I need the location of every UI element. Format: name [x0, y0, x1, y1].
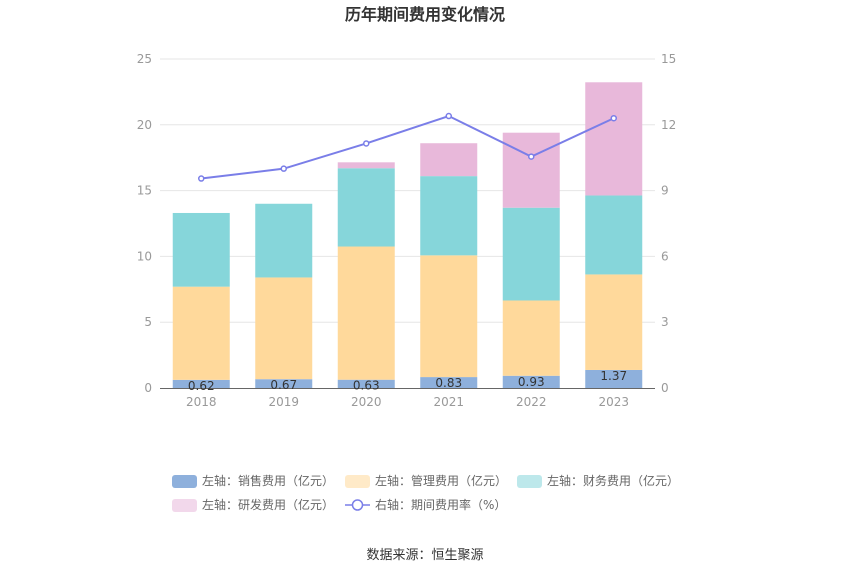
data-source: 数据来源：恒生聚源	[366, 548, 483, 563]
x-axis-tick-label: 2018	[186, 395, 217, 409]
legend-entry-label: 左轴：管理费用（亿元）	[375, 473, 507, 488]
bar-segment	[585, 274, 643, 370]
bar-data-label: 0.93	[518, 375, 545, 389]
bar-segment	[172, 286, 230, 380]
left-axis-tick-label: 25	[137, 52, 152, 66]
x-axis-tick-label: 2020	[351, 395, 382, 409]
line-point	[610, 114, 617, 122]
x-axis-tick-label: 2023	[598, 395, 629, 409]
bar-segment	[420, 377, 478, 388]
legend-swatch-icon	[517, 475, 542, 488]
left-axis-tick-label: 0	[144, 381, 152, 395]
line-point	[198, 175, 205, 182]
bar-segment	[502, 375, 560, 388]
bar-segment	[172, 212, 230, 287]
bar-segment	[502, 300, 560, 376]
right-axis-tick-label: 9	[661, 184, 669, 198]
bar-data-label: 0.67	[270, 378, 297, 392]
bar-segment	[502, 132, 560, 208]
bar-segment	[585, 369, 643, 388]
bar-segment	[420, 143, 478, 177]
bar-segment	[585, 195, 643, 275]
legend-swatch-icon	[345, 475, 370, 488]
legend-entry-label: 右轴：期间费用率（%）	[375, 497, 506, 512]
line-point	[280, 165, 287, 172]
series-line	[201, 114, 615, 180]
line-point	[528, 153, 535, 160]
bar-segment	[255, 379, 313, 388]
legend: 左轴：销售费用（亿元） 左轴：管理费用（亿元） 左轴：财务费用（亿元） 左轴：研发费用…	[172, 473, 679, 512]
bar-data-label: 0.83	[435, 376, 462, 390]
left-axis-tick-label: 20	[137, 118, 152, 132]
legend-marker-icon	[351, 499, 364, 511]
left-axis-tick-label: 15	[137, 184, 152, 198]
bar-data-label: 0.62	[188, 379, 215, 393]
bar-segment	[337, 162, 395, 169]
legend-entry-label: 左轴：财务费用（亿元）	[547, 473, 679, 488]
bar-segment	[255, 203, 313, 278]
legend-swatch-icon	[172, 475, 197, 488]
x-axis-tick-label: 2022	[516, 395, 547, 409]
x-axis-tick-label: 2021	[433, 395, 464, 409]
bar-segment	[420, 176, 478, 256]
bar-segment	[337, 246, 395, 380]
bar-segment	[172, 379, 230, 388]
bar-data-label: 1.37	[600, 369, 627, 383]
chart-title: 历年期间费用变化情况	[345, 5, 505, 24]
x-axis-tick-label: 2019	[268, 395, 299, 409]
bar-segment	[337, 168, 395, 247]
legend-entry-label: 左轴：研发费用（亿元）	[202, 497, 334, 512]
line-point	[445, 112, 452, 120]
right-axis-tick-label: 0	[661, 381, 669, 395]
bar-segment	[255, 277, 313, 380]
bar-segment	[585, 82, 643, 196]
legend-entry-label: 左轴：销售费用（亿元）	[202, 473, 334, 488]
line-point	[363, 140, 370, 147]
bar-segment	[337, 379, 395, 388]
right-axis-tick-label: 12	[661, 118, 676, 132]
right-axis-tick-label: 15	[661, 52, 676, 66]
bar-segment	[502, 207, 560, 301]
bar-segment	[420, 255, 478, 378]
bar-data-label: 0.63	[353, 379, 380, 393]
legend-swatch-icon	[172, 499, 197, 512]
left-axis-tick-label: 10	[137, 249, 152, 263]
right-axis-tick-label: 6	[661, 249, 669, 263]
left-axis-tick-label: 5	[144, 315, 152, 329]
right-axis-tick-label: 3	[661, 315, 669, 329]
